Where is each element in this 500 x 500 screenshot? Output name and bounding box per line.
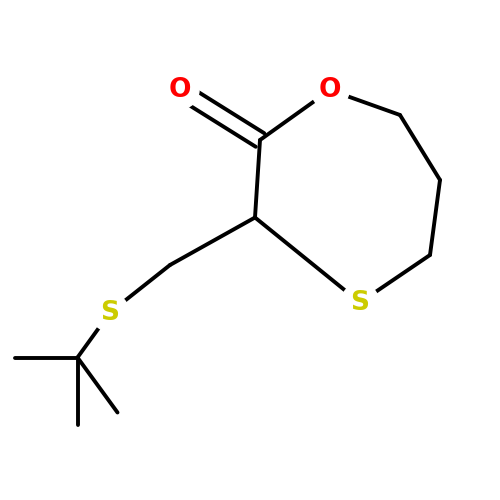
- Circle shape: [161, 71, 199, 109]
- Text: O: O: [319, 77, 341, 103]
- Text: S: S: [100, 300, 119, 326]
- Circle shape: [341, 284, 379, 322]
- Text: S: S: [350, 290, 370, 316]
- Text: O: O: [169, 77, 191, 103]
- Circle shape: [91, 294, 129, 332]
- Circle shape: [311, 71, 349, 109]
